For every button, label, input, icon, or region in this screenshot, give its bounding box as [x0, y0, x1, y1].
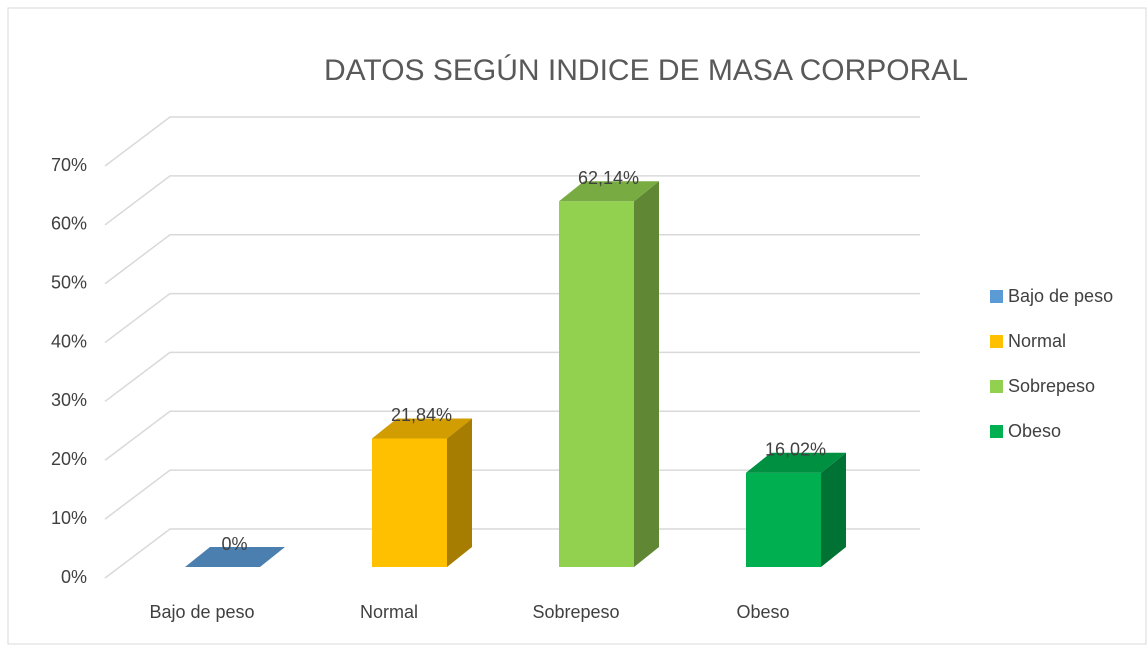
legend-label: Obeso: [1008, 421, 1061, 441]
legend-swatch: [990, 425, 1003, 438]
y-tick-label: 60%: [51, 214, 87, 234]
legend-label: Sobrepeso: [1008, 376, 1095, 396]
legend-swatch: [990, 380, 1003, 393]
bar-top: [372, 418, 472, 439]
grid-line: [104, 351, 920, 403]
chart-title: DATOS SEGÚN INDICE DE MASA CORPORAL: [324, 54, 968, 87]
bar-top: [559, 181, 659, 202]
grid-line: [104, 410, 920, 461]
legend-swatch: [990, 290, 1003, 303]
y-tick-label: 70%: [51, 155, 87, 175]
x-tick-label: Obeso: [736, 602, 789, 622]
data-label: 16,02%: [765, 439, 826, 459]
y-tick-label: 10%: [51, 508, 87, 528]
bar-side: [634, 181, 659, 567]
y-tick-label: 40%: [51, 331, 87, 351]
x-tick-label: Sobrepeso: [532, 602, 619, 622]
legend-label: Normal: [1008, 331, 1066, 351]
data-label: 21,84%: [391, 405, 452, 425]
bar-side: [821, 452, 846, 567]
legend-swatch: [990, 335, 1003, 348]
bar: [746, 472, 821, 567]
y-tick-label: 30%: [51, 390, 87, 410]
bar-top: [185, 547, 285, 567]
grid-line: [104, 469, 920, 520]
data-label: 62,14%: [578, 168, 639, 188]
bar-side: [447, 418, 472, 567]
y-tick-label: 0%: [61, 567, 87, 587]
x-tick-label: Bajo de peso: [149, 602, 254, 622]
bar: [559, 201, 634, 567]
grid-line: [104, 175, 920, 226]
bar-top: [746, 452, 846, 473]
grid-line: [104, 292, 920, 344]
bar: [372, 438, 447, 567]
y-tick-label: 20%: [51, 449, 87, 469]
data-label: 0%: [221, 534, 247, 554]
grid-line: [104, 528, 920, 579]
legend-label: Bajo de peso: [1008, 286, 1113, 306]
grid-line: [104, 116, 920, 167]
grid-line: [104, 233, 920, 285]
y-tick-label: 50%: [51, 272, 87, 292]
x-tick-label: Normal: [360, 602, 418, 622]
